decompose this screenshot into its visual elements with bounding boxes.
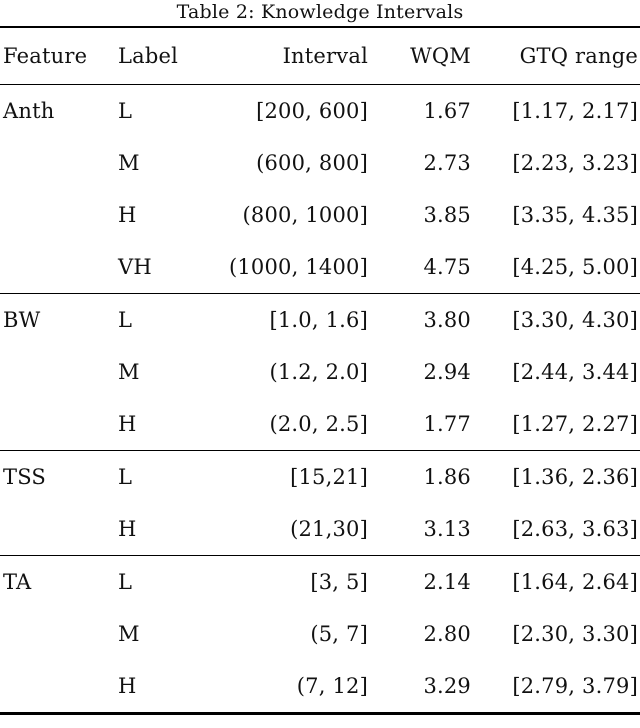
feature-cell: [0, 660, 118, 714]
gtq-range-cell: [4.25, 5.00]: [512, 255, 638, 279]
gtq-range-cell: [1.27, 2.27]: [512, 412, 638, 436]
label-cell: L: [118, 555, 208, 608]
gtq-range-cell: [3.35, 4.35]: [512, 203, 638, 227]
interval-cell: (5, 7]: [310, 622, 368, 646]
interval-cell: (1000, 1400]: [228, 255, 368, 279]
wqm-cell: 2.14: [368, 555, 471, 608]
table-row: M (600, 800] 2.73 [2.23, 3.23]: [0, 137, 640, 189]
feature-cell: TSS: [0, 450, 118, 503]
feature-cell: [0, 346, 118, 398]
column-header-gtq-range: GTQ range: [471, 28, 640, 85]
label-cell: M: [118, 622, 140, 646]
feature-cell: TA: [0, 555, 118, 608]
feature-cell: [0, 241, 118, 294]
feature-cell: [0, 608, 118, 660]
label-cell: L: [118, 450, 208, 503]
table-header: Feature Label Interval WQM GTQ range: [0, 28, 640, 85]
knowledge-intervals-table: Feature Label Interval WQM GTQ range Ant…: [0, 28, 640, 715]
gtq-range-cell: [1.17, 2.17]: [512, 99, 638, 123]
wqm-cell: 2.73: [423, 151, 471, 175]
gtq-range-cell: [1.36, 2.36]: [471, 450, 640, 503]
gtq-range-cell: [2.30, 3.30]: [512, 622, 638, 646]
wqm-cell: 3.80: [368, 293, 471, 346]
label-cell: H: [118, 412, 137, 436]
table-row: M (1.2, 2.0] 2.94 [2.44, 3.44]: [0, 346, 640, 398]
label-cell: VH: [118, 255, 152, 279]
feature-cell: [0, 398, 118, 451]
wqm-cell: 1.86: [368, 450, 471, 503]
interval-cell: [3, 5]: [208, 555, 368, 608]
gtq-range-cell: [2.63, 3.63]: [512, 517, 638, 541]
interval-cell: (2.0, 2.5]: [269, 412, 368, 436]
label-cell: H: [118, 674, 137, 698]
label-cell: L: [118, 293, 208, 346]
wqm-cell: 1.77: [423, 412, 471, 436]
gtq-range-cell: [3.30, 4.30]: [471, 293, 640, 346]
table-row: H (7, 12] 3.29 [2.79, 3.79]: [0, 660, 640, 714]
feature-cell: Anth: [3, 99, 55, 123]
table-caption: Table 2: Knowledge Intervals: [0, 0, 640, 28]
interval-cell: (600, 800]: [256, 151, 368, 175]
label-cell: L: [118, 99, 133, 123]
feature-section: TSS L [15,21] 1.86 [1.36, 2.36] H (21,30] 3.13[…: [0, 450, 640, 556]
interval-cell: [1.0, 1.6]: [208, 293, 368, 346]
feature-cell: [0, 137, 118, 189]
column-header-label: Label: [118, 28, 208, 85]
wqm-cell: 3.13: [423, 517, 471, 541]
column-header-interval: Interval: [208, 28, 368, 85]
table-row: TA L [3, 5] 2.14 [1.64, 2.64]: [0, 555, 640, 608]
interval-cell: (800, 1000]: [242, 203, 368, 227]
wqm-cell: 1.67: [423, 99, 471, 123]
wqm-cell: 3.29: [423, 674, 471, 698]
column-header-wqm: WQM: [368, 28, 471, 85]
table-row: TSS L [15,21] 1.86 [1.36, 2.36]: [0, 450, 640, 503]
table-row: H (21,30] 3.13 [2.63, 3.63]: [0, 503, 640, 556]
interval-cell: [200, 600]: [256, 99, 368, 123]
feature-cell: [0, 503, 118, 556]
feature-cell: BW: [0, 293, 118, 346]
table-row: H (2.0, 2.5] 1.77 [1.27, 2.27]: [0, 398, 640, 451]
gtq-range-cell: [1.64, 2.64]: [471, 555, 640, 608]
table-row: M (5, 7] 2.80 [2.30, 3.30]: [0, 608, 640, 660]
label-cell: H: [118, 203, 137, 227]
table-row: VH (1000, 1400] 4.75 [4.25, 5.00]: [0, 241, 640, 294]
gtq-range-cell: [2.23, 3.23]: [512, 151, 638, 175]
feature-section: TA L [3, 5] 2.14 [1.64, 2.64] M (5, 7] 2.80 [2.3…: [0, 555, 640, 714]
table-row: Anth L [200, 600] 1.67 [1.17, 2.17]: [0, 85, 640, 138]
label-cell: M: [118, 360, 140, 384]
table-row: BW L [1.0, 1.6] 3.80 [3.30, 4.30]: [0, 293, 640, 346]
feature-section: BW L [1.0, 1.6] 3.80 [3.30, 4.30] M (1.2, 2.0]…: [0, 293, 640, 451]
header-row: Feature Label Interval WQM GTQ range: [0, 28, 640, 85]
wqm-cell: 3.85: [423, 203, 471, 227]
interval-cell: [15,21]: [208, 450, 368, 503]
interval-cell: (1.2, 2.0]: [269, 360, 368, 384]
label-cell: H: [118, 517, 137, 541]
interval-cell: (21,30]: [290, 517, 368, 541]
feature-section: Anth L [200, 600] 1.67 [1.17, 2.17] M (600, 80…: [0, 85, 640, 294]
gtq-range-cell: [2.44, 3.44]: [512, 360, 638, 384]
label-cell: M: [118, 151, 140, 175]
table-row: H (800, 1000] 3.85 [3.35, 4.35]: [0, 189, 640, 241]
wqm-cell: 4.75: [423, 255, 471, 279]
gtq-range-cell: [2.79, 3.79]: [512, 674, 638, 698]
feature-cell: [0, 189, 118, 241]
wqm-cell: 2.80: [423, 622, 471, 646]
column-header-feature: Feature: [0, 28, 118, 85]
wqm-cell: 2.94: [423, 360, 471, 384]
interval-cell: (7, 12]: [296, 674, 368, 698]
